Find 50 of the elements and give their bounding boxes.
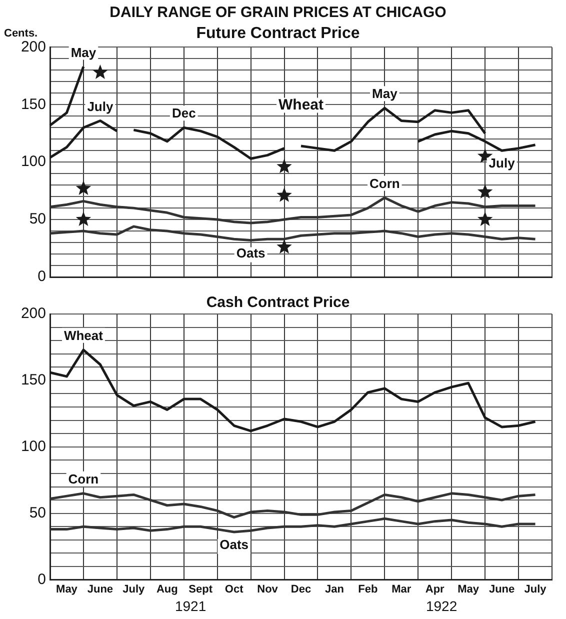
x-tick-label: May (458, 583, 480, 596)
y-tick-label: 0 (38, 570, 46, 588)
point (92, 64, 108, 79)
x-tick-label: May (56, 583, 78, 596)
point (276, 187, 292, 202)
y-tick-label: 50 (29, 210, 46, 228)
x-tick-label: Sept (188, 583, 213, 596)
point (477, 184, 493, 198)
text: 1922 (426, 598, 458, 614)
series-label: Corn (68, 471, 99, 486)
chart-subtitle: Future Contract Price (196, 25, 360, 42)
y-tick-label: 150 (20, 372, 46, 389)
series-label: Wheat (64, 328, 104, 343)
series-label: July (87, 98, 114, 114)
x-tick-label: Feb (358, 583, 378, 596)
x-tick-label: Dec (290, 583, 312, 596)
x-tick-label: Aug (156, 583, 178, 596)
series-label: May (372, 86, 398, 102)
series-label: Oats (236, 245, 266, 260)
x-tick-label: July (122, 583, 146, 596)
y-axis-title: Cents. (4, 28, 38, 40)
x-tick-label: Apr (425, 583, 446, 596)
point (276, 239, 292, 254)
chart-title: DAILY RANGE OF GRAIN PRICES AT CHICAGO (110, 4, 447, 22)
x-tick-label: June (87, 583, 114, 596)
y-tick-label: 200 (20, 38, 46, 56)
series-label: Corn (369, 176, 400, 191)
y-tick-label: 100 (20, 153, 46, 170)
x-tick-label: Nov (257, 583, 279, 596)
series-label: May (70, 44, 97, 60)
x-tick-label: Mar (392, 583, 412, 596)
point (276, 158, 292, 174)
y-tick-label: 50 (29, 504, 46, 522)
y-tick-label: 100 (20, 438, 46, 456)
series-label: Oats (220, 537, 249, 552)
y-tick-label: 0 (38, 268, 46, 286)
text: 1921 (174, 598, 206, 614)
annotation: Wheat (278, 96, 324, 114)
series-label: July (488, 156, 516, 171)
point (76, 212, 92, 226)
point (76, 180, 92, 195)
chart-title: Cash Contract Price (206, 294, 350, 312)
x-tick-label: Jan (324, 583, 344, 596)
y-tick-label: 200 (20, 305, 46, 322)
point (477, 212, 493, 226)
x-tick-label: June (488, 583, 515, 596)
x-tick-label: Oct (224, 583, 244, 596)
y-tick-label: 150 (20, 96, 46, 113)
series-label: Dec (172, 106, 196, 121)
x-tick-label: July (524, 583, 548, 596)
